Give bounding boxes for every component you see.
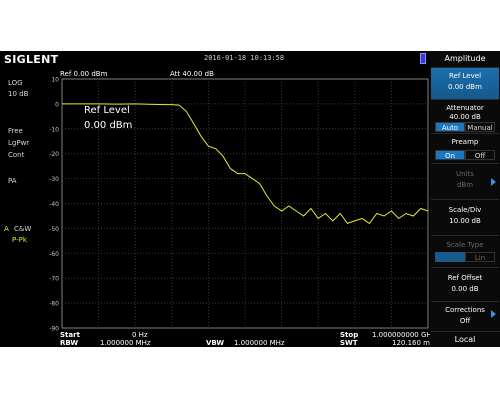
chevron-right-icon [491,178,496,186]
preamp-off[interactable]: Off [465,150,495,160]
y-tick-label: -60 [49,251,59,258]
trace-a-label: A [4,225,9,233]
units-softkey[interactable]: Units dBm [431,163,499,199]
preamp-toggle[interactable]: On Off [435,150,495,160]
ref-offset-label: Ref Offset [447,274,483,282]
y-axis-ticks: 10 0 -10 -20 -30 -40 -50 -60 -70 -80 -90 [49,77,59,333]
y-tick-label: -50 [49,226,59,233]
scale-type-log[interactable] [435,252,465,262]
vbw-label: VBW [206,339,225,347]
ref-level-value: 0.00 dBm [84,120,133,131]
corrections-value: Off [459,317,471,325]
y-tick-label: 10 [51,77,59,84]
preamp-label: Preamp [451,138,479,146]
spectrum-analyzer-screen: SIGLENT 2016-01-18 10:13:58 Ref 0.00 dBm… [0,51,500,347]
trigger-mode: Free [8,127,23,135]
units-value: dBm [456,181,474,189]
trace-a-mode: C&W [14,225,32,233]
plot-grid [61,78,429,329]
rbw-label: RBW [60,339,79,347]
ref-level-softkey-label: Ref Level [448,72,482,80]
average-type: LgPwr [8,139,30,147]
ref-level-softkey[interactable]: Ref Level 0.00 dBm [431,67,499,99]
menu-title: Amplitude [444,54,486,63]
scale-type-lin[interactable]: Lin [465,252,495,262]
chevron-right-icon [491,310,496,318]
ref-offset-softkey[interactable]: Ref Offset 0.00 dB [431,267,499,301]
y-tick-label: -70 [49,276,59,283]
y-tick-label: -20 [49,151,59,158]
y-tick-label: -10 [49,126,59,133]
scale-mode: LOG [8,79,23,87]
y-tick-label: -80 [49,301,59,308]
stop-value: 1.000000000 GHz [372,331,436,339]
ref-level-softkey-value: 0.00 dBm [448,83,482,91]
ref-level-readout: Ref 0.00 dBm [60,70,108,78]
attenuator-label: Attenuator [446,104,484,112]
units-label: Units [456,170,474,178]
attenuator-toggle[interactable]: Auto Manual [435,122,495,132]
corrections-label: Corrections [445,306,485,314]
preamp-on[interactable]: On [435,150,465,160]
swt-value: 120.160 ms [392,339,434,347]
ref-offset-value: 0.00 dB [451,285,479,293]
trace-detector: P-Pk [12,236,27,244]
local-button[interactable]: Local [430,331,500,347]
y-tick-label: -40 [49,201,59,208]
attenuation-readout: Att 40.00 dB [170,70,214,78]
attenuator-manual[interactable]: Manual [465,122,495,132]
ref-level-label: Ref Level [84,105,130,116]
scale-div-label: Scale/Div [448,206,482,214]
attenuator-softkey[interactable]: Attenuator 40.00 dB Auto Manual [431,99,499,133]
scale-div-value: 10.00 dB [449,217,481,225]
scale-div-softkey[interactable]: Scale/Div 10.00 dB [431,199,499,235]
spectrum-trace [62,103,429,225]
stop-label: Stop [340,331,359,339]
swt-label: SWT [340,339,358,347]
y-tick-label: -90 [49,326,59,333]
y-tick-label: -30 [49,176,59,183]
left-info-panel: LOG 10 dB Free LgPwr Cont PA A C&W P-Pk [0,79,58,329]
start-value: 0 Hz [132,331,148,339]
scale-value: 10 dB [8,90,29,98]
sweep-mode: Cont [8,151,25,159]
start-label: Start [60,331,80,339]
battery-icon [420,53,426,64]
attenuator-auto[interactable]: Auto [435,122,465,132]
corrections-softkey[interactable]: Corrections Off [431,301,499,331]
attenuator-value: 40.00 dB [449,113,481,121]
rbw-value: 1.000000 MHz [100,339,151,347]
vbw-value: 1.000000 MHz [234,339,285,347]
status-bar: SIGLENT 2016-01-18 10:13:58 [0,51,430,67]
preamp-indicator: PA [8,177,17,185]
scale-type-softkey[interactable]: Scale Type Lin [431,235,499,267]
date-time: 2016-01-18 10:13:58 [204,54,285,62]
softkey-menu: Amplitude Ref Level 0.00 dBm Attenuator … [430,51,500,347]
scale-type-toggle[interactable]: Lin [435,252,495,262]
brand-logo: SIGLENT [4,53,59,66]
trace-a-indicator: A C&W [4,225,31,233]
scale-type-label: Scale Type [446,241,484,249]
y-tick-label: 0 [55,101,59,108]
spectrum-plot: 10 0 -10 -20 -30 -40 -50 -60 -70 -80 -90 [49,77,429,333]
preamp-softkey[interactable]: Preamp On Off [431,133,499,163]
